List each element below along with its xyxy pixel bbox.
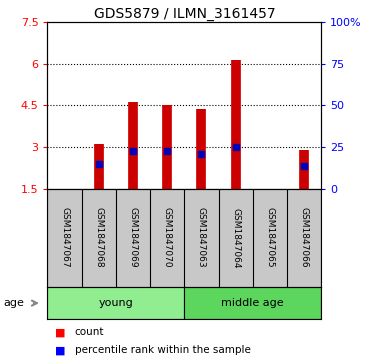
Text: ■: ■ [55, 327, 65, 337]
Text: GSM1847067: GSM1847067 [60, 207, 69, 268]
Text: percentile rank within the sample: percentile rank within the sample [75, 345, 251, 355]
Text: GSM1847068: GSM1847068 [94, 207, 103, 268]
Text: count: count [75, 327, 104, 337]
Text: ■: ■ [55, 345, 65, 355]
Text: GSM1847063: GSM1847063 [197, 207, 206, 268]
Text: GSM1847064: GSM1847064 [231, 208, 240, 268]
Bar [47, 287, 184, 319]
Title: GDS5879 / ILMN_3161457: GDS5879 / ILMN_3161457 [93, 7, 275, 21]
Text: GSM1847065: GSM1847065 [265, 207, 274, 268]
Text: age: age [4, 298, 24, 308]
Text: GSM1847069: GSM1847069 [128, 207, 138, 268]
Text: young: young [99, 298, 133, 308]
Text: middle age: middle age [222, 298, 284, 308]
Text: GSM1847070: GSM1847070 [163, 207, 172, 268]
Bar [184, 287, 321, 319]
Text: GSM1847066: GSM1847066 [300, 207, 308, 268]
